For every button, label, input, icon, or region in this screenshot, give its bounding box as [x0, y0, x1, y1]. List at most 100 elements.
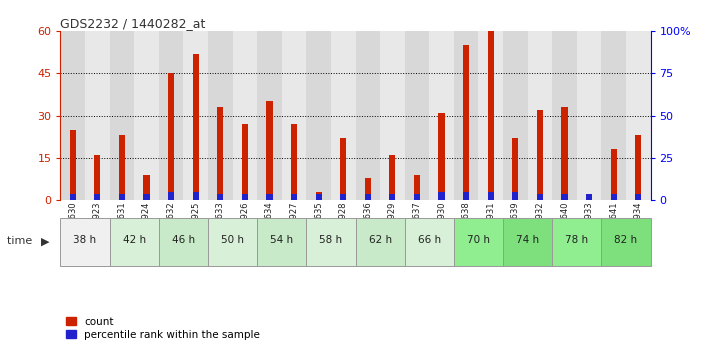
Text: 54 h: 54 h	[270, 235, 294, 245]
Bar	[316, 191, 321, 200]
Bar	[414, 195, 420, 200]
Bar	[528, 31, 552, 200]
Bar	[109, 31, 134, 200]
Bar	[390, 195, 395, 200]
Bar	[635, 195, 641, 200]
Bar	[429, 31, 454, 200]
Bar	[463, 45, 469, 200]
Bar	[193, 191, 199, 200]
Bar	[242, 124, 248, 200]
Bar	[365, 178, 371, 200]
Bar	[586, 195, 592, 200]
Bar	[95, 195, 100, 200]
Legend: count, percentile rank within the sample: count, percentile rank within the sample	[65, 317, 260, 340]
FancyBboxPatch shape	[109, 218, 159, 266]
Text: 42 h: 42 h	[122, 235, 146, 245]
Text: 78 h: 78 h	[565, 235, 589, 245]
Bar	[232, 31, 257, 200]
FancyBboxPatch shape	[454, 218, 503, 266]
Bar	[291, 195, 297, 200]
Bar	[463, 191, 469, 200]
Bar	[282, 31, 306, 200]
FancyBboxPatch shape	[306, 218, 356, 266]
FancyBboxPatch shape	[552, 218, 602, 266]
Bar	[626, 31, 651, 200]
Bar	[503, 31, 528, 200]
FancyBboxPatch shape	[602, 218, 651, 266]
Bar	[316, 195, 321, 200]
Bar	[134, 31, 159, 200]
Bar	[635, 135, 641, 200]
Bar	[217, 107, 223, 200]
Bar	[577, 31, 602, 200]
Text: 66 h: 66 h	[417, 235, 441, 245]
Bar	[168, 73, 174, 200]
Text: GDS2232 / 1440282_at: GDS2232 / 1440282_at	[60, 17, 205, 30]
Bar	[95, 155, 100, 200]
Bar	[193, 53, 199, 200]
FancyBboxPatch shape	[159, 218, 208, 266]
Bar	[267, 101, 272, 200]
Bar	[144, 195, 149, 200]
FancyBboxPatch shape	[356, 218, 405, 266]
Bar	[439, 113, 444, 200]
Bar	[380, 31, 405, 200]
Bar	[562, 107, 567, 200]
Bar	[168, 191, 174, 200]
Text: 38 h: 38 h	[73, 235, 97, 245]
Text: time: time	[7, 237, 36, 246]
Bar	[512, 138, 518, 200]
Bar	[479, 31, 503, 200]
Bar	[60, 31, 85, 200]
Bar	[217, 195, 223, 200]
Bar	[602, 31, 626, 200]
Bar	[257, 31, 282, 200]
Bar	[488, 31, 494, 200]
Text: ▶: ▶	[41, 237, 49, 246]
Bar	[340, 195, 346, 200]
Bar	[537, 110, 543, 200]
Bar	[414, 175, 420, 200]
FancyBboxPatch shape	[405, 218, 454, 266]
Text: 62 h: 62 h	[368, 235, 392, 245]
Bar	[267, 195, 272, 200]
Bar	[537, 195, 543, 200]
Bar	[405, 31, 429, 200]
Bar	[119, 195, 125, 200]
Bar	[356, 31, 380, 200]
Bar	[70, 130, 76, 200]
Text: 74 h: 74 h	[516, 235, 539, 245]
Bar	[183, 31, 208, 200]
Bar	[331, 31, 356, 200]
Bar	[488, 191, 494, 200]
Bar	[611, 149, 616, 200]
Bar	[454, 31, 479, 200]
Text: 50 h: 50 h	[221, 235, 244, 245]
FancyBboxPatch shape	[503, 218, 552, 266]
Text: 70 h: 70 h	[467, 235, 490, 245]
Bar	[85, 31, 109, 200]
FancyBboxPatch shape	[60, 218, 109, 266]
Bar	[439, 191, 444, 200]
Bar	[586, 197, 592, 200]
Bar	[365, 195, 371, 200]
Bar	[552, 31, 577, 200]
Bar	[144, 175, 149, 200]
Bar	[390, 155, 395, 200]
Text: 46 h: 46 h	[172, 235, 195, 245]
FancyBboxPatch shape	[208, 218, 257, 266]
Bar	[306, 31, 331, 200]
Bar	[291, 124, 297, 200]
Bar	[70, 195, 76, 200]
Text: 82 h: 82 h	[614, 235, 638, 245]
Bar	[562, 195, 567, 200]
Bar	[512, 191, 518, 200]
Bar	[242, 195, 248, 200]
FancyBboxPatch shape	[257, 218, 306, 266]
Bar	[208, 31, 232, 200]
Bar	[340, 138, 346, 200]
Bar	[159, 31, 183, 200]
Bar	[611, 195, 616, 200]
Bar	[119, 135, 125, 200]
Text: 58 h: 58 h	[319, 235, 343, 245]
